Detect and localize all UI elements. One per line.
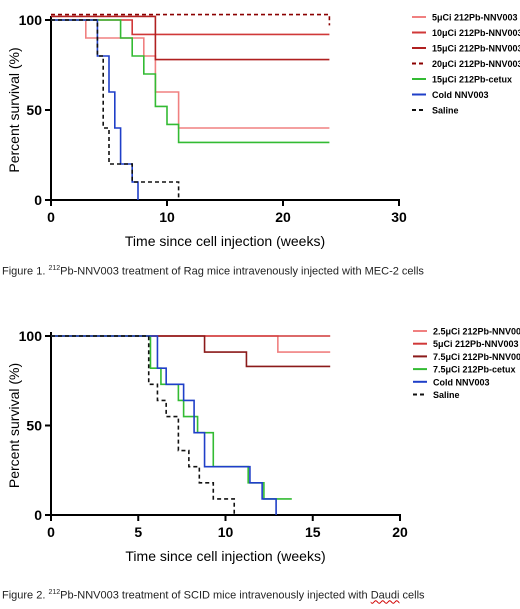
legend-label: Saline (432, 106, 459, 116)
y-axis-label: Percent survival (%) (6, 47, 22, 172)
legend-label: 5μCi 212Pb-NNV003 (432, 13, 518, 23)
x-tick-label: 5 (134, 524, 142, 540)
series-line (51, 19, 330, 129)
series-line (51, 19, 330, 36)
series-line (51, 19, 180, 200)
legend-label: 7.5μCi 212Pb-NNV003 (433, 352, 520, 362)
x-tick-label: 0 (47, 524, 55, 540)
y-tick-label: 100 (19, 12, 43, 28)
series-line (51, 335, 277, 515)
legend-label: 2.5μCi 212Pb-NNV003 (433, 327, 520, 337)
series-line (51, 335, 292, 500)
legend-label: 15μCi 212Pb-cetux (432, 75, 512, 85)
x-tick-label: 20 (275, 209, 291, 225)
figure-2-caption-superscript: 212 (48, 589, 61, 596)
legend-label: Cold NNV003 (433, 377, 490, 387)
x-tick-label: 10 (218, 524, 234, 540)
figure-1-caption: Figure 1. 212Pb-NNV003 treatment of Rag … (2, 265, 424, 278)
legend-label: 10μCi 212Pb-NNV003 (432, 28, 520, 38)
x-axis-label: Time since cell injection (weeks) (125, 548, 325, 564)
y-tick-label: 50 (26, 102, 42, 118)
chart-1: 0 50 100 0 10 20 30 Time since cell injection (… (6, 12, 520, 249)
series-line (51, 335, 331, 368)
x-tick-label: 0 (47, 209, 55, 225)
y-axis-label: Percent survival (%) (6, 363, 22, 488)
figure-2-caption: Figure 2. 212Pb-NNV003 treatment of SCID… (2, 589, 425, 602)
figure-2-caption-suffix: cells (399, 589, 425, 602)
series-line (51, 15, 330, 61)
y-tick-label: 0 (34, 192, 42, 208)
x-tick-label: 30 (391, 209, 407, 225)
x-tick-label: 15 (305, 524, 321, 540)
figure-2-caption-text: Pb-NNV003 treatment of SCID mice intrave… (60, 589, 371, 602)
legend-label: 5μCi 212Pb-NNV003 (433, 339, 519, 349)
series-line (51, 13, 331, 26)
series-line (51, 19, 139, 200)
x-tick-label: 20 (392, 524, 408, 540)
legend-label: Cold NNV003 (432, 90, 489, 100)
y-tick-label: 50 (26, 418, 42, 434)
y-tick-label: 0 (34, 507, 42, 523)
y-tick-label: 100 (19, 328, 43, 344)
figure-2-caption-prefix: Figure 2. (2, 589, 49, 602)
figure-1-caption-prefix: Figure 1. (2, 265, 49, 278)
legend-label: 20μCi 212Pb-NNV003 (432, 59, 520, 69)
x-tick-label: 10 (159, 209, 175, 225)
legend-label: 15μCi 212Pb-NNV003 (432, 44, 520, 54)
series-line (51, 335, 236, 515)
series-line (51, 19, 330, 144)
x-axis-label: Time since cell injection (weeks) (125, 233, 325, 249)
figure-2-caption-marked-word: Daudi (370, 589, 400, 602)
legend-label: Saline (433, 390, 460, 400)
chart-2: 0 50 100 0 5 10 15 20 Time since cell injection … (6, 327, 520, 565)
series-line (51, 335, 331, 353)
figure-1-caption-text: Pb-NNV003 treatment of Rag mice intraven… (60, 265, 424, 278)
figure-1-caption-superscript: 212 (48, 265, 61, 272)
legend-label: 7.5μCi 212Pb-cetux (433, 365, 516, 375)
